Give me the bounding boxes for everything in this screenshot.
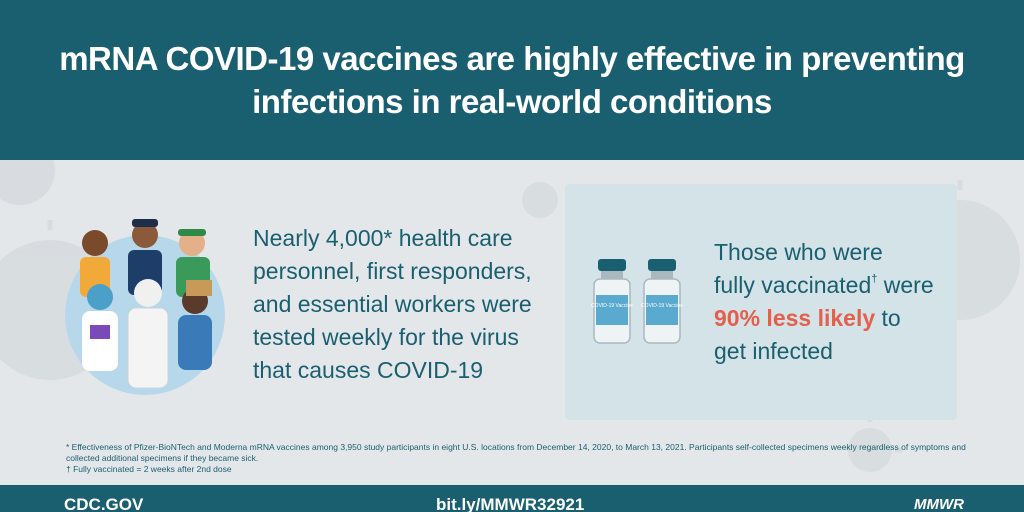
dagger-mark: † [871,273,878,285]
vial-label-1: COVID-19 Vaccine [591,303,633,309]
result-line-3: 90% less likely to [714,302,954,335]
cdc-link[interactable]: CDC.GOV [64,495,144,512]
essential-workers-illustration [65,219,225,395]
study-description: Nearly 4,000* health care personnel, fir… [253,225,532,383]
mmwr-logo: MMWR [914,496,964,512]
result-line-4: get infected [714,338,833,364]
footnotes: * Effectiveness of Pfizer-BioNTech and M… [66,442,996,475]
footnote-2: † Fully vaccinated = 2 weeks after 2nd d… [66,464,232,474]
result-line-3-end: to [875,305,901,331]
fully-vaccinated-label: fully vaccinated [714,272,872,298]
result-line-2-end: were [877,272,934,298]
effectiveness-highlight: 90% less likely [714,305,876,331]
footer-bar: CDC.GOV bit.ly/MMWR32921 MMWR [0,485,1024,512]
vial-label-2: COVID-19 Vaccine [641,303,683,309]
result-line-2: fully vaccinated† were [714,269,954,302]
result-line-1: Those who were [714,239,883,265]
page-title: mRNA COVID-19 vaccines are highly effect… [59,40,965,120]
vaccine-vials-icon: COVID-19 Vaccine COVID-19 Vaccine [591,259,683,344]
header-banner: mRNA COVID-19 vaccines are highly effect… [0,0,1024,160]
mmwr-short-link[interactable]: bit.ly/MMWR32921 [436,495,585,512]
footnote-1: * Effectiveness of Pfizer-BioNTech and M… [66,442,966,463]
result-text: Those who were fully vaccinated† were 90… [714,236,954,368]
